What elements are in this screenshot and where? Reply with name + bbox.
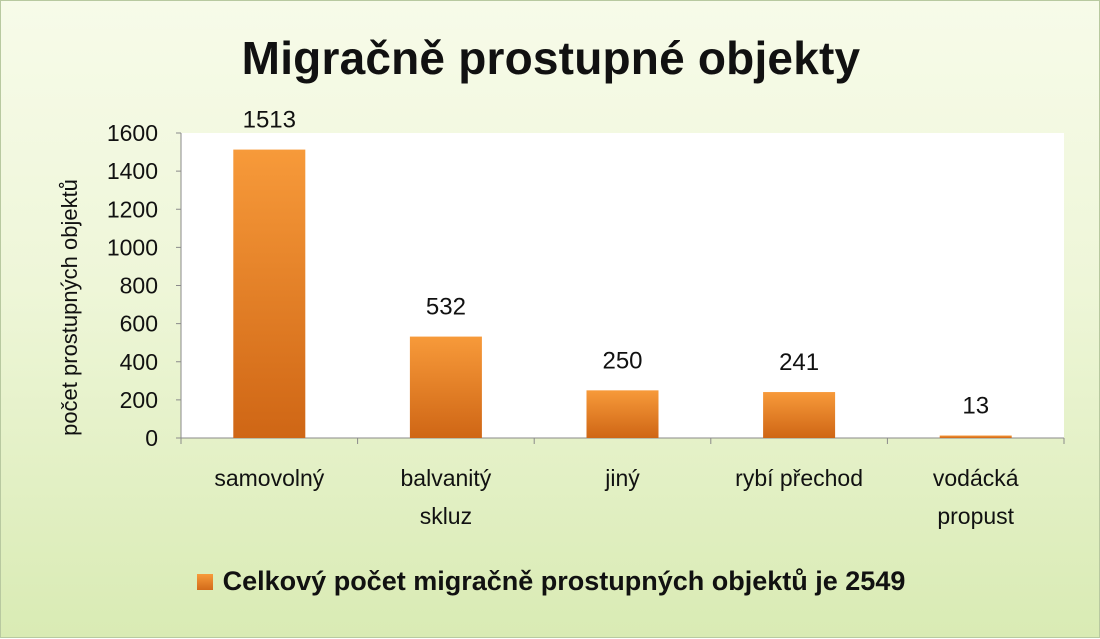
y-tick-label: 1600 <box>107 120 158 146</box>
y-tick-label: 600 <box>120 311 158 337</box>
x-tick-label: rybí přechod <box>735 465 863 491</box>
y-tick-label: 1000 <box>107 234 158 260</box>
legend-swatch <box>196 573 213 590</box>
data-label: 250 <box>602 347 642 374</box>
plot-background <box>181 133 1064 438</box>
bar <box>409 336 482 438</box>
bar <box>939 435 1012 438</box>
y-tick-label: 0 <box>145 425 158 451</box>
y-axis-label: počet prostupných objektů <box>57 179 82 436</box>
chart-title: Migračně prostupné objekty <box>241 32 861 84</box>
data-label: 241 <box>779 349 819 376</box>
y-tick-label: 1400 <box>107 158 158 184</box>
data-label: 532 <box>426 294 466 321</box>
data-label: 13 <box>962 393 989 420</box>
x-tick-label: jiný <box>604 465 640 491</box>
x-tick-label: balvanitý <box>401 465 492 491</box>
y-tick-label: 800 <box>120 273 158 299</box>
plot-area: 0 200 400 600 800 1000 1200 1400 1600 počet prost… <box>57 107 1065 529</box>
x-tick-label: vodácká <box>933 465 1019 491</box>
x-tick-label: samovolný <box>214 465 324 491</box>
bar <box>763 392 836 438</box>
y-tick-label: 200 <box>120 387 158 413</box>
y-tick-label: 1200 <box>107 196 158 222</box>
legend: Celkový počet migračně prostupných objek… <box>1 566 1100 597</box>
x-tick-label: propust <box>937 503 1014 529</box>
bar <box>586 390 659 438</box>
legend-label: Celkový počet migračně prostupných objek… <box>222 566 906 596</box>
data-label: 1513 <box>243 107 296 134</box>
y-tick-label: 400 <box>120 349 158 375</box>
bar <box>233 149 306 438</box>
x-tick-label: skluz <box>420 503 472 529</box>
